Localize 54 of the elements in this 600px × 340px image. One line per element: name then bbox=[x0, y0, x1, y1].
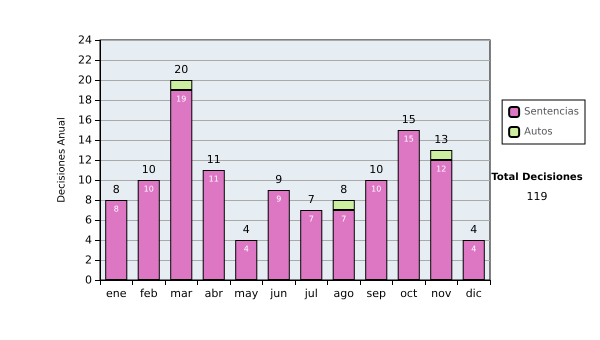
total-label: 8 bbox=[340, 183, 348, 196]
total-label: 20 bbox=[174, 63, 188, 76]
total-label: 10 bbox=[142, 163, 156, 176]
total-label: 8 bbox=[112, 183, 120, 196]
data-label: 8 bbox=[114, 204, 119, 214]
data-label: 10 bbox=[371, 184, 382, 194]
x-tick-label: mar bbox=[170, 287, 193, 300]
data-label: 7 bbox=[341, 214, 346, 224]
y-tick-label: 18 bbox=[78, 94, 92, 106]
legend-label: Autos bbox=[524, 126, 553, 138]
x-tick-label: ago bbox=[334, 287, 354, 300]
data-label: 9 bbox=[276, 194, 282, 204]
y-tick-label: 20 bbox=[78, 74, 92, 86]
y-tick-label: 22 bbox=[78, 54, 92, 66]
x-tick-label: ene bbox=[106, 287, 127, 300]
y-tick-label: 24 bbox=[78, 34, 92, 46]
x-tick-label: jul bbox=[304, 287, 318, 300]
data-label: 4 bbox=[244, 244, 249, 254]
total-label: 9 bbox=[275, 173, 282, 186]
y-tick-label: 4 bbox=[85, 234, 92, 246]
y-tick-label: 2 bbox=[85, 254, 92, 266]
total-label: 4 bbox=[242, 223, 250, 236]
text: Total Decisiones bbox=[490, 172, 584, 183]
y-tick-label: 6 bbox=[85, 214, 92, 226]
data-label: 12 bbox=[436, 164, 446, 174]
y-axis-title: Decisiones Anual bbox=[56, 117, 68, 203]
y-tick-label: 12 bbox=[78, 154, 92, 166]
x-tick-label: abr bbox=[204, 287, 224, 300]
data-label: 11 bbox=[208, 174, 219, 184]
x-tick-label: sep bbox=[366, 287, 386, 300]
x-tick-label: feb bbox=[140, 287, 158, 300]
x-tick-label: jun bbox=[269, 287, 288, 300]
y-tick-label: 10 bbox=[78, 174, 92, 186]
data-label: 19 bbox=[176, 94, 186, 104]
data-label: 7 bbox=[308, 214, 314, 224]
total-label: 10 bbox=[369, 163, 384, 176]
x-tick-label: dic bbox=[466, 287, 482, 300]
total-label: 11 bbox=[206, 153, 221, 166]
total-label: 13 bbox=[434, 133, 448, 146]
x-tick-label: may bbox=[234, 287, 259, 300]
text: 119 bbox=[526, 190, 548, 203]
data-label: 10 bbox=[144, 184, 154, 194]
y-tick-label: 14 bbox=[78, 134, 92, 146]
data-label: 4 bbox=[471, 244, 476, 254]
data-label: 15 bbox=[404, 134, 414, 144]
total-label: 7 bbox=[308, 193, 315, 206]
x-tick-label: oct bbox=[400, 287, 418, 300]
legend-label: Sentencias bbox=[524, 106, 580, 118]
y-tick-label: 0 bbox=[85, 274, 92, 286]
y-tick-label: 16 bbox=[78, 114, 92, 126]
total-label: 15 bbox=[402, 113, 416, 126]
x-tick-label: nov bbox=[431, 287, 452, 300]
y-tick-label: 8 bbox=[85, 194, 92, 206]
total-label: 4 bbox=[470, 223, 478, 236]
